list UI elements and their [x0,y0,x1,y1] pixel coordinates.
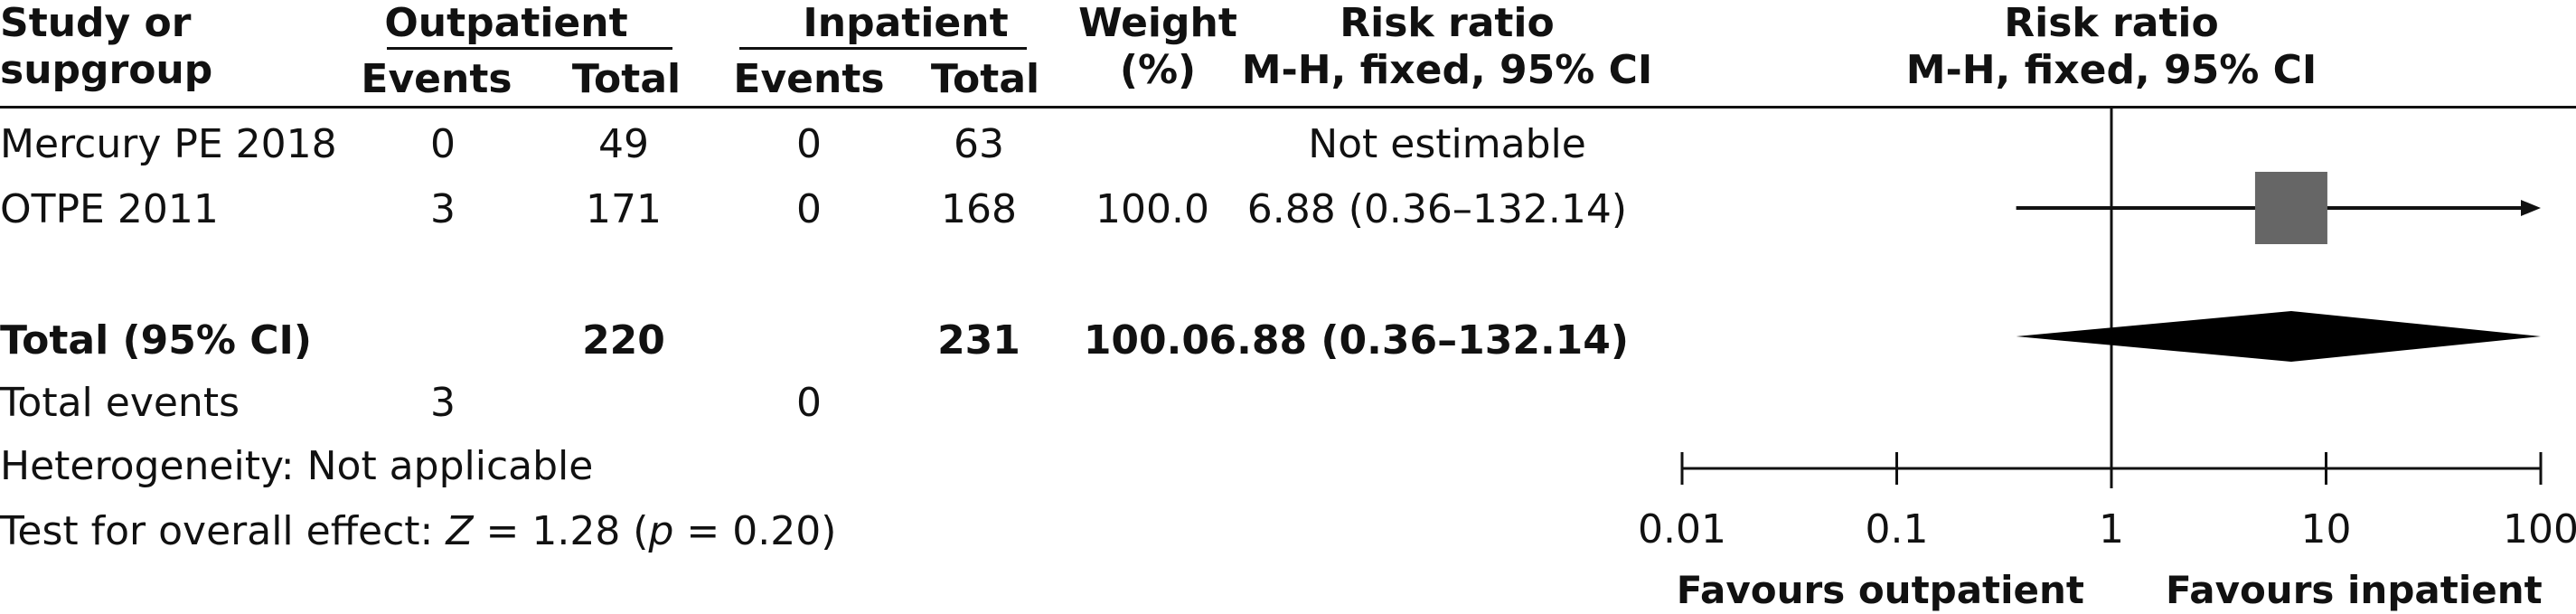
total-weight: 100.0 [1083,317,1209,364]
study-box [2254,172,2327,244]
study-name: Mercury PE 2018 [0,121,337,167]
header-plot-rr-2: M-H, fixed, 95% CI [1905,47,2317,93]
x-tick-label: 1 [2099,506,2124,553]
out-events: 0 [430,121,456,167]
header-in-events: Events [733,56,885,102]
header-weight-1: Weight [1078,0,1237,46]
x-tick-label: 100 [2503,506,2576,553]
header-in-total: Total [930,56,1040,102]
total-in-total: 231 [937,317,1020,364]
out-total: 49 [598,121,649,167]
favours-outpatient-label: Favours outpatient [1677,568,2084,612]
header-out-events: Events [361,56,512,102]
header-plot-rr-1: Risk ratio [2004,0,2219,46]
p-value: = 0.20) [673,508,837,554]
total-out-total: 220 [582,317,665,364]
total-events-label: Total events [0,380,240,426]
z-value: = 1.28 ( [473,508,649,554]
overall-effect-prefix: Test for overall effect: [0,508,447,554]
study-ci-arrow [2521,200,2541,216]
in-total: 63 [954,121,1004,167]
header-rr-1: Risk ratio [1340,0,1555,46]
in-events: 0 [796,121,822,167]
header-out-total: Total [571,56,682,102]
pooled-diamond [2016,311,2541,362]
header-group-inpatient: Inpatient [803,0,1009,46]
weight: 100.0 [1095,186,1209,232]
out-events: 3 [430,186,456,232]
risk-ratio: 6.88 (0.36–132.14) [1246,186,1627,232]
overall-effect-text: Test for overall effect: Z = 1.28 (p = 0… [0,512,836,552]
total-risk-ratio: 6.88 (0.36–132.14) [1208,317,1629,364]
out-total: 171 [586,186,662,232]
header-inpatient-underline [739,47,1027,50]
favours-inpatient-label: Favours inpatient [2166,568,2543,612]
total-out-events: 3 [430,380,456,426]
header-divider [0,106,2576,109]
header-study-label-2: supgroup [0,47,213,93]
in-total: 168 [941,186,1017,232]
heterogeneity-text: Heterogeneity: Not applicable [0,443,594,489]
p-symbol: p [648,508,674,554]
x-tick-label: 10 [2301,506,2352,553]
z-symbol: Z [446,508,474,554]
header-weight-2: (%) [1119,47,1197,93]
header-group-outpatient: Outpatient [384,0,628,46]
study-name: OTPE 2011 [0,186,219,232]
header-rr-2: M-H, fixed, 95% CI [1241,47,1653,93]
total-in-events: 0 [796,380,822,426]
header-outpatient-underline [387,47,672,50]
risk-ratio: Not estimable [1308,121,1586,167]
header-study-label-1: Study or [0,0,192,46]
total-label: Total (95% CI) [0,317,313,364]
in-events: 0 [796,186,822,232]
x-tick-label: 0.1 [1866,506,1929,553]
x-tick-label: 0.01 [1638,506,1726,553]
